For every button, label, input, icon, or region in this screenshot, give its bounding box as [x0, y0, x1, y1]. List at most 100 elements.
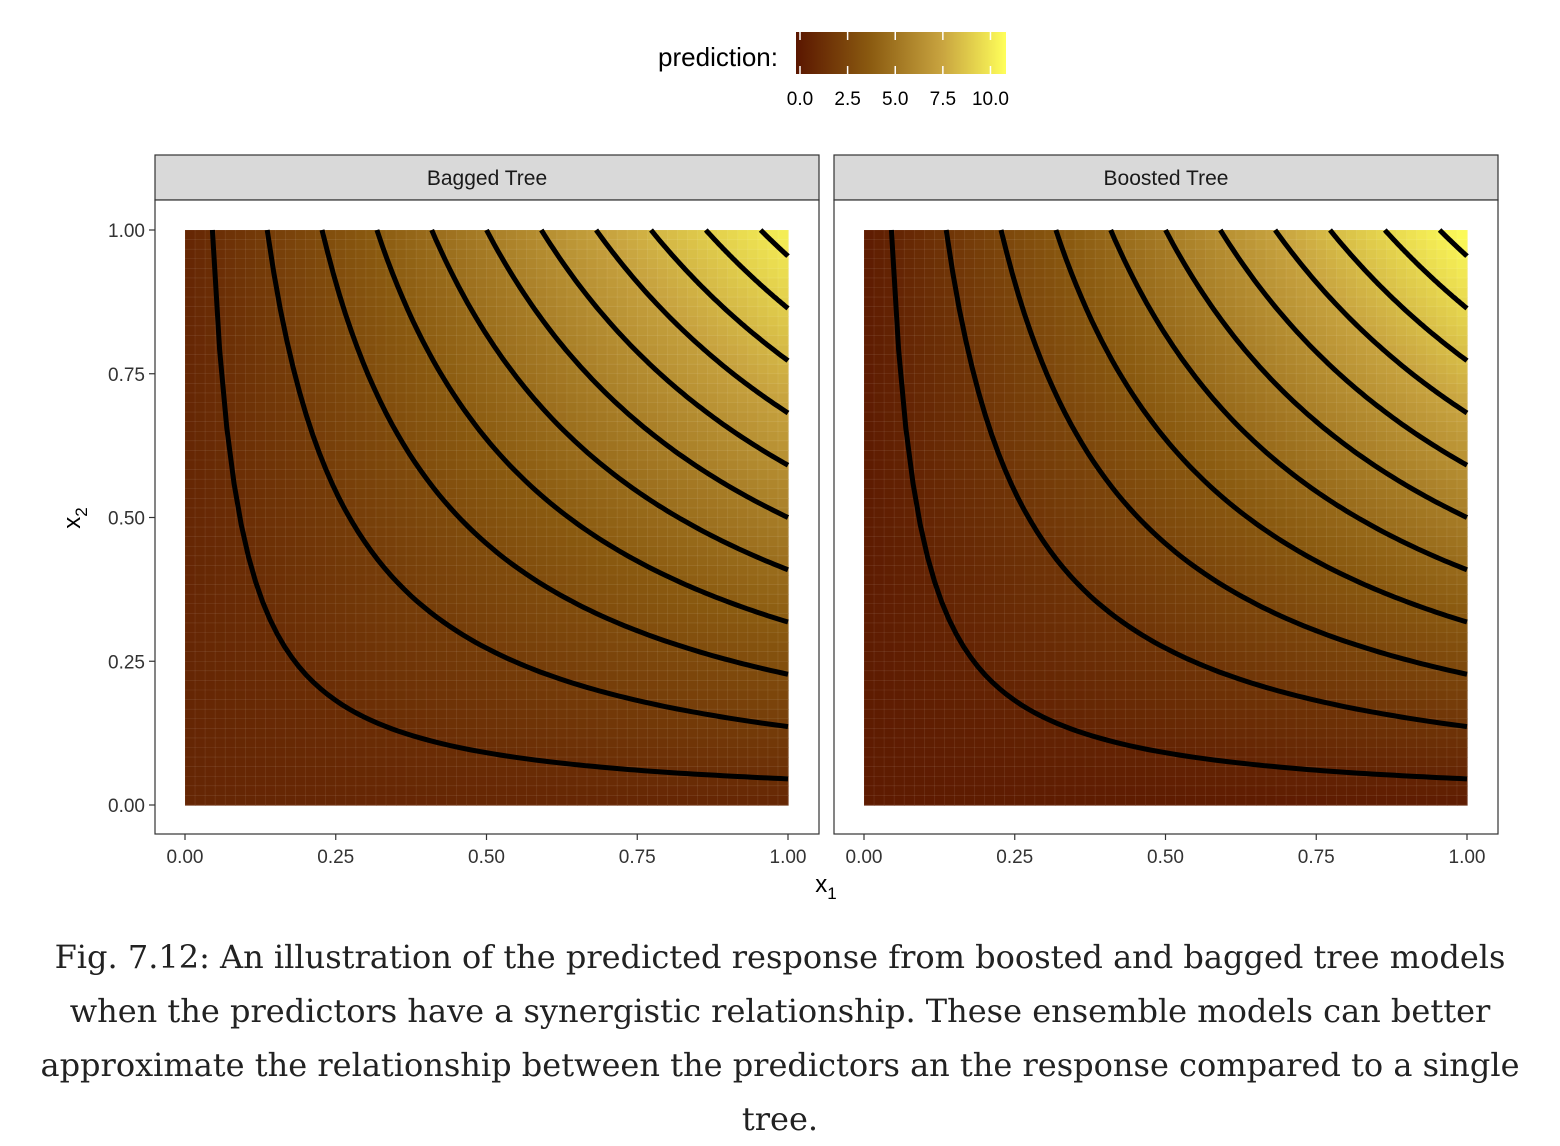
heatmap-cell [944, 537, 955, 547]
heatmap-cell [698, 575, 709, 585]
heatmap-cell [567, 748, 578, 758]
heatmap-cell [376, 652, 387, 662]
heatmap-cell [396, 316, 407, 326]
heatmap-cell [874, 623, 885, 633]
heatmap-cell [758, 403, 769, 413]
heatmap-cell [225, 268, 236, 278]
heatmap-cell [894, 527, 905, 537]
heatmap-cell [667, 748, 678, 758]
heatmap-cell [296, 623, 307, 633]
heatmap-cell [336, 240, 347, 250]
heatmap-cell [255, 642, 266, 652]
heatmap-cell [637, 374, 648, 384]
heatmap-cell [225, 565, 236, 575]
heatmap-cell [688, 307, 699, 317]
heatmap-cell [245, 776, 256, 786]
heatmap-cell [894, 776, 905, 786]
heatmap-cell [934, 719, 945, 729]
heatmap-cell [205, 316, 216, 326]
heatmap-cell [718, 508, 729, 518]
heatmap-cell [864, 268, 875, 278]
heatmap-cell [944, 479, 955, 489]
heatmap-cell [476, 297, 487, 307]
heatmap-cell [667, 671, 678, 681]
heatmap-cell [567, 316, 578, 326]
heatmap-cell [557, 719, 568, 729]
heatmap-cell [396, 748, 407, 758]
heatmap-cell [657, 489, 668, 499]
heatmap-cell [1055, 748, 1066, 758]
heatmap-cell [326, 518, 337, 528]
heatmap-cell [487, 278, 498, 288]
heatmap-cell [195, 680, 206, 690]
heatmap-cell [286, 441, 297, 451]
heatmap-cell [768, 709, 779, 719]
heatmap-cell [205, 326, 216, 336]
heatmap-cell [205, 575, 216, 585]
heatmap-cell [195, 422, 206, 432]
heatmap-cell [1015, 556, 1026, 566]
heatmap-cell [326, 326, 337, 336]
heatmap-cell [446, 335, 457, 345]
heatmap-cell [306, 786, 317, 796]
heatmap-cell [446, 479, 457, 489]
heatmap-cell [778, 748, 789, 758]
heatmap-cell [587, 412, 598, 422]
heatmap-cell [185, 240, 196, 250]
heatmap-cell [1025, 278, 1036, 288]
heatmap-cell [356, 738, 367, 748]
heatmap-cell [356, 776, 367, 786]
heatmap-cell [567, 249, 578, 259]
heatmap-cell [975, 527, 986, 537]
heatmap-cell [336, 383, 347, 393]
heatmap-cell [396, 268, 407, 278]
heatmap-cell [904, 680, 915, 690]
heatmap-cell [954, 786, 965, 796]
heatmap-cell [904, 268, 915, 278]
heatmap-cell [1005, 776, 1016, 786]
heatmap-cell [336, 326, 347, 336]
heatmap-cell [376, 527, 387, 537]
heatmap-cell [376, 355, 387, 365]
heatmap-cell [557, 786, 568, 796]
heatmap-cell [255, 479, 266, 489]
heatmap-cell [235, 278, 246, 288]
heatmap-cell [235, 633, 246, 643]
heatmap-cell [235, 728, 246, 738]
heatmap-cell [527, 690, 538, 700]
heatmap-cell [436, 537, 447, 547]
heatmap-cell [296, 230, 307, 240]
heatmap-cell [195, 479, 206, 489]
heatmap-cell [336, 604, 347, 614]
heatmap-cell [245, 700, 256, 710]
heatmap-cell [778, 652, 789, 662]
heatmap-cell [587, 278, 598, 288]
heatmap-cell [954, 728, 965, 738]
heatmap-cell [366, 642, 377, 652]
heatmap-cell [738, 297, 749, 307]
heatmap-cell [466, 278, 477, 288]
heatmap-cell [1015, 450, 1026, 460]
heatmap-cell [587, 431, 598, 441]
heatmap-cell [778, 489, 789, 499]
heatmap-cell [1015, 518, 1026, 528]
heatmap-cell [557, 518, 568, 528]
heatmap-cell [934, 508, 945, 518]
heatmap-cell [985, 700, 996, 710]
heatmap-cell [698, 661, 709, 671]
heatmap-cell [637, 230, 648, 240]
heatmap-cell [884, 661, 895, 671]
heatmap-cell [396, 633, 407, 643]
heatmap-cell [416, 709, 427, 719]
heatmap-cell [884, 700, 895, 710]
heatmap-cell [225, 278, 236, 288]
heatmap-cell [985, 230, 996, 240]
heatmap-cell [537, 470, 548, 480]
heatmap-cell [336, 546, 347, 556]
heatmap-cell [1015, 230, 1026, 240]
heatmap-cell [864, 403, 875, 413]
heatmap-cell [934, 297, 945, 307]
heatmap-cell [738, 795, 749, 805]
heatmap-cell [748, 680, 759, 690]
